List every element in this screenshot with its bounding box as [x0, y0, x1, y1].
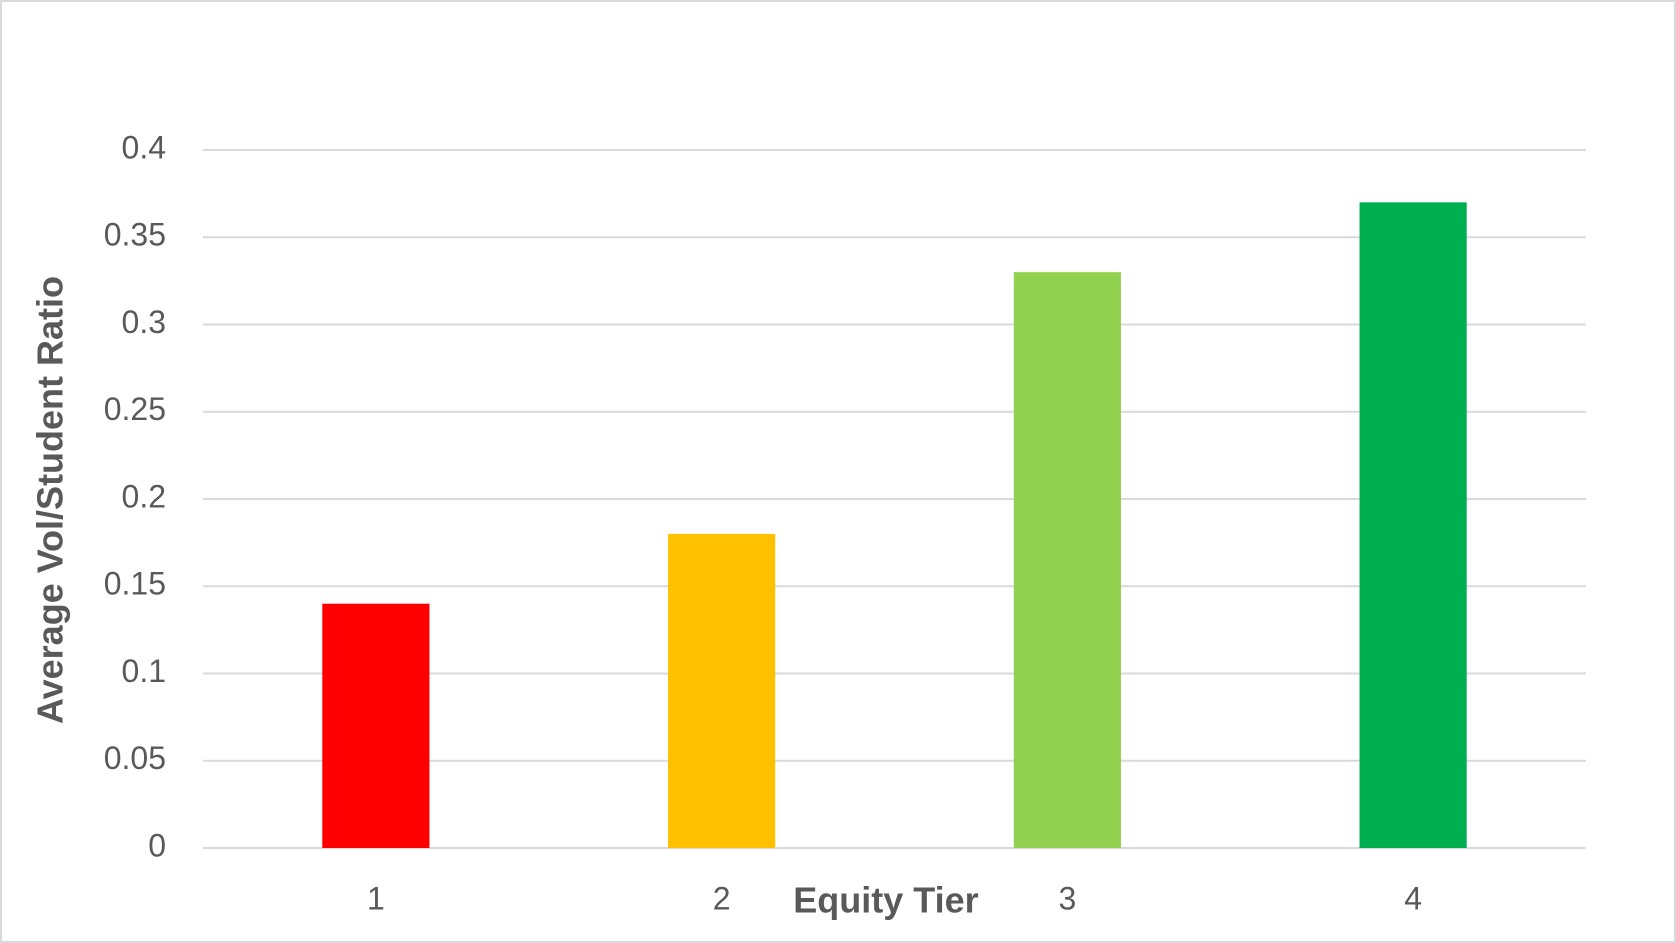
y-axis-title: Average Vol/Student Ratio: [30, 276, 71, 724]
x-tick-label: 2: [713, 880, 731, 916]
x-axis-title: Equity Tier: [793, 880, 978, 921]
bar: [1359, 202, 1467, 849]
y-tick-label: 0.4: [122, 129, 166, 165]
y-tick-label: 0.05: [104, 740, 166, 776]
y-tick-label: 0.25: [104, 391, 166, 427]
y-tick-label: 0: [148, 827, 166, 863]
y-tick-label: 0.2: [122, 478, 166, 514]
y-tick-label: 0.35: [104, 217, 166, 253]
x-tick-label: 4: [1404, 880, 1422, 916]
y-tick-label: 0.3: [122, 304, 166, 340]
bar: [668, 533, 776, 848]
x-tick-label: 1: [367, 880, 385, 916]
bar: [1013, 272, 1121, 848]
y-tick-label: 0.1: [122, 653, 166, 689]
x-tick-label: 3: [1058, 880, 1076, 916]
bar: [322, 603, 430, 848]
y-tick-label: 0.15: [104, 566, 166, 602]
